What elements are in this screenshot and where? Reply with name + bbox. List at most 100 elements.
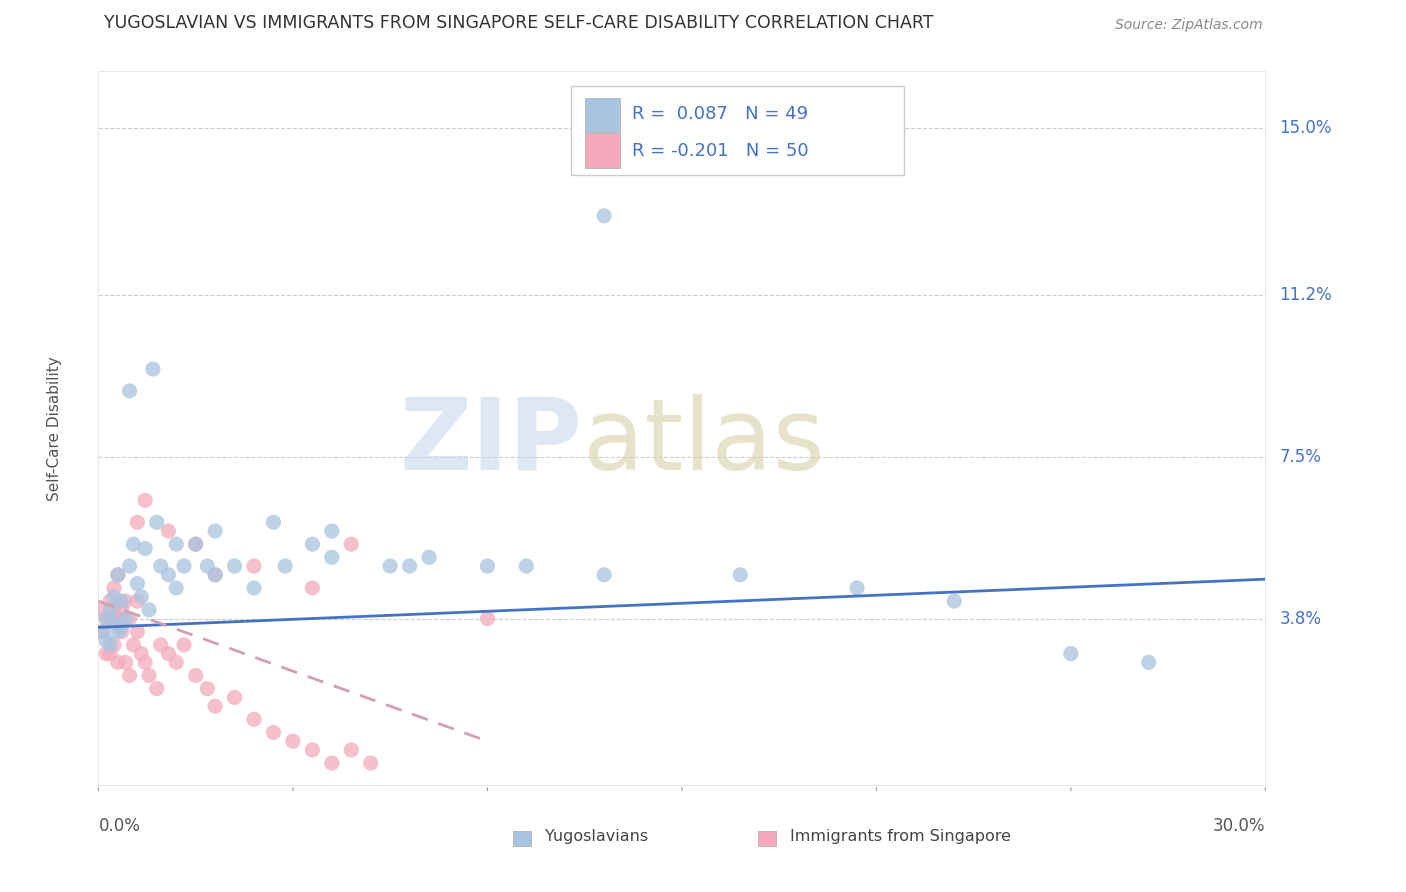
Point [157,647,180,661]
Point [142,362,165,376]
Point [195,681,218,696]
Point [398,559,420,574]
Point [134,656,156,670]
Point [243,581,266,595]
Point [321,524,343,538]
Point [477,559,499,574]
Point [91,603,114,617]
Point [204,567,226,582]
Point [1060,647,1083,661]
Point [103,615,125,630]
Point [165,656,187,670]
Point [224,559,246,574]
Point [107,567,129,582]
Point [321,756,343,770]
Point [146,681,169,696]
Text: atlas: atlas [582,394,824,491]
Point [98,638,121,652]
FancyBboxPatch shape [585,98,620,132]
Text: 7.5%: 7.5% [1279,448,1322,466]
Text: YUGOSLAVIAN VS IMMIGRANTS FROM SINGAPORE SELF-CARE DISABILITY CORRELATION CHART: YUGOSLAVIAN VS IMMIGRANTS FROM SINGAPORE… [104,14,934,32]
Point [184,668,207,682]
Point [165,581,187,595]
Point [165,537,187,551]
Text: Source: ZipAtlas.com: Source: ZipAtlas.com [1115,18,1263,32]
Point [360,756,382,770]
Point [103,603,125,617]
Point [98,611,121,625]
Point [98,603,121,617]
Point [138,668,160,682]
Point [157,567,180,582]
Point [114,611,136,625]
Point [262,516,284,530]
Point [301,743,323,757]
Point [262,725,284,739]
Point [593,209,616,223]
Point [173,559,195,574]
Point [149,559,172,574]
Point [111,603,134,617]
Point [146,516,169,530]
Point [195,559,218,574]
Point [118,559,141,574]
Point [107,611,129,625]
Point [274,559,297,574]
Point [103,581,125,595]
Point [96,611,118,625]
Point [118,668,141,682]
Point [118,611,141,625]
Point [515,559,537,574]
Point [1137,656,1160,670]
Point [173,638,195,652]
Point [114,656,136,670]
Point [134,541,156,556]
Point [340,743,363,757]
Point [127,624,149,639]
Point [418,550,440,565]
Point [127,576,149,591]
Point [96,647,118,661]
Point [103,638,125,652]
FancyBboxPatch shape [513,830,530,847]
Text: 0.0%: 0.0% [98,817,141,835]
Text: Self-Care Disability: Self-Care Disability [46,356,62,500]
Point [340,537,363,551]
Point [98,594,121,608]
Text: 11.2%: 11.2% [1279,285,1331,303]
Point [122,638,145,652]
Point [118,384,141,398]
Point [846,581,869,595]
Point [111,620,134,634]
Point [129,590,152,604]
Point [301,537,323,551]
Point [321,550,343,565]
Point [138,603,160,617]
Point [127,516,149,530]
Point [301,581,323,595]
Point [943,594,966,608]
Point [224,690,246,705]
Point [114,594,136,608]
Text: R =  0.087   N = 49: R = 0.087 N = 49 [631,105,808,123]
Point [96,611,118,625]
Point [281,734,304,748]
Point [103,590,125,604]
Point [204,524,226,538]
Point [243,712,266,726]
FancyBboxPatch shape [571,86,904,175]
Point [91,624,114,639]
Point [127,594,149,608]
FancyBboxPatch shape [758,830,776,847]
Text: 15.0%: 15.0% [1279,120,1331,137]
Point [107,567,129,582]
Text: ZIP: ZIP [399,394,582,491]
Point [243,559,266,574]
Point [91,624,114,639]
Point [593,567,616,582]
Text: 30.0%: 30.0% [1213,817,1265,835]
Point [122,537,145,551]
Point [107,656,129,670]
Point [204,567,226,582]
Point [204,699,226,714]
